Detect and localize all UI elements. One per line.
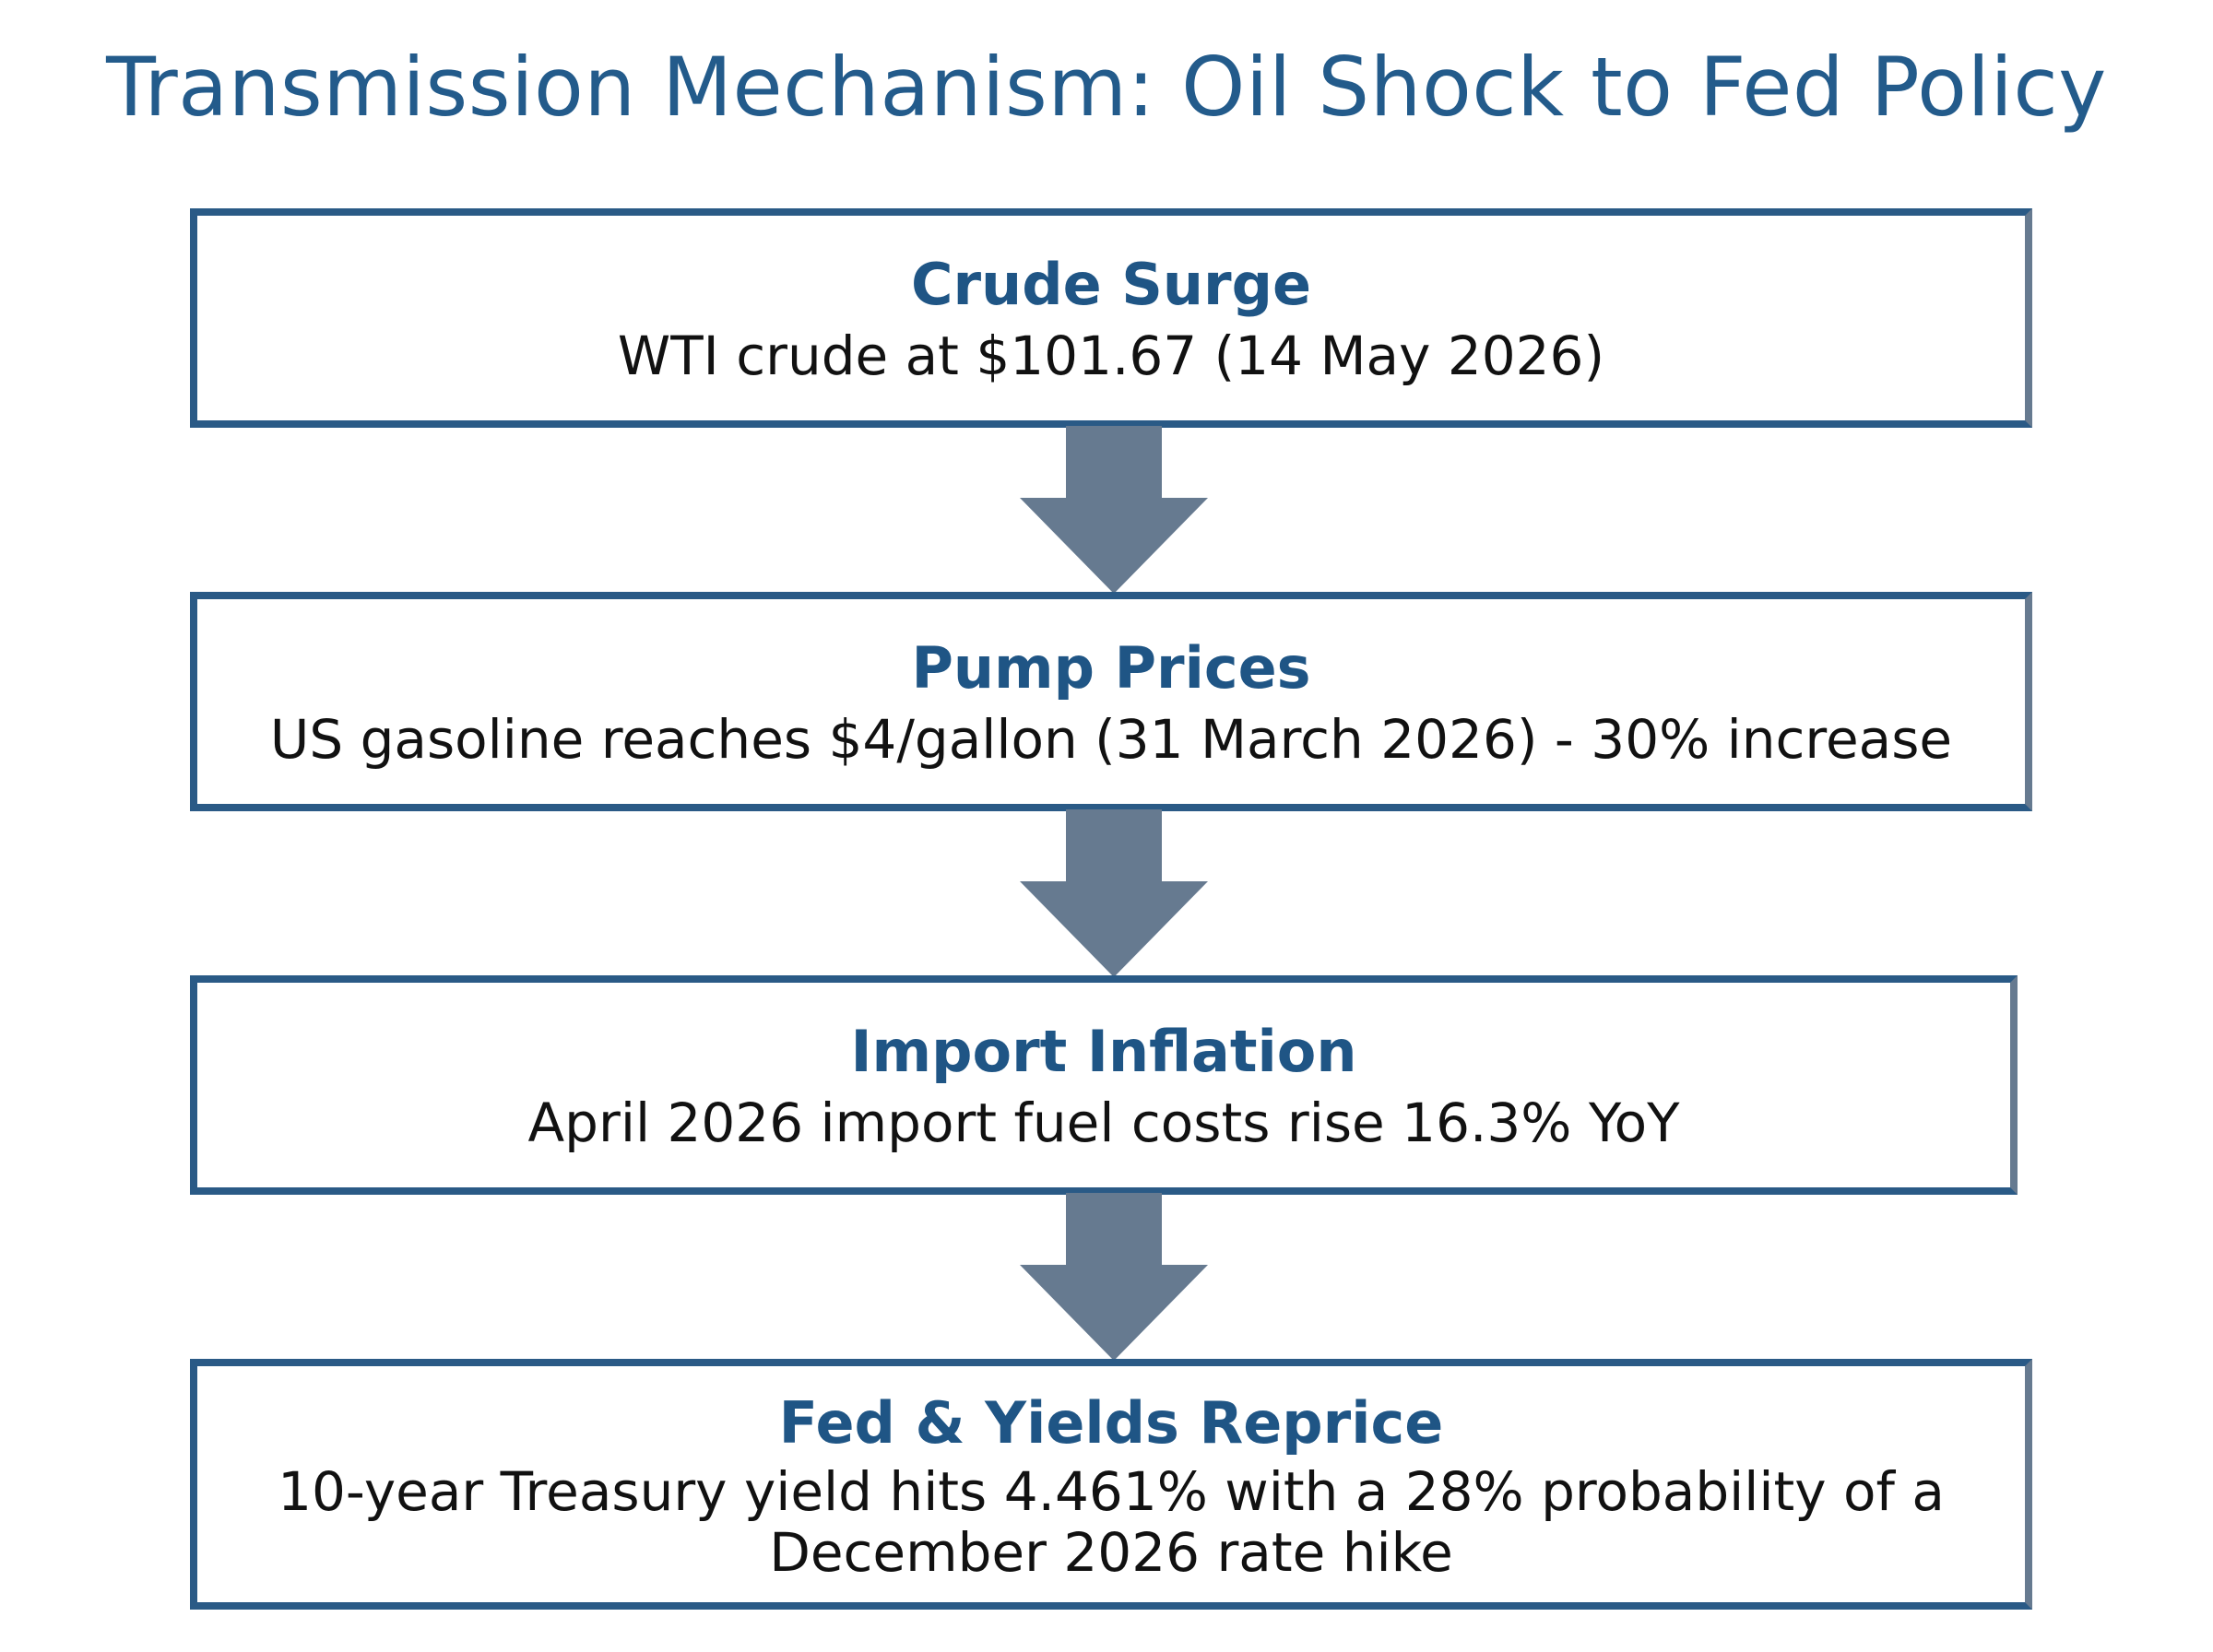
- step-box-fed-yields: Fed & Yields Reprice 10-year Treasury yi…: [190, 1359, 2032, 1610]
- diagram-title: Transmission Mechanism: Oil Shock to Fed…: [106, 40, 2107, 135]
- step-heading: Crude Surge: [910, 251, 1312, 318]
- step-heading: Pump Prices: [911, 634, 1311, 702]
- step-heading: Import Inflation: [850, 1018, 1357, 1085]
- step-box-pump-prices: Pump Prices US gasoline reaches $4/gallo…: [190, 592, 2032, 811]
- step-text: US gasoline reaches $4/gallon (31 March …: [269, 708, 1953, 771]
- step-box-crude-surge: Crude Surge WTI crude at $101.67 (14 May…: [190, 208, 2032, 428]
- down-arrow-icon: [1020, 809, 1208, 977]
- step-text: WTI crude at $101.67 (14 May 2026): [617, 324, 1605, 387]
- down-arrow-icon: [1020, 1193, 1208, 1361]
- step-text: April 2026 import fuel costs rise 16.3% …: [527, 1092, 1680, 1154]
- step-text: 10-year Treasury yield hits 4.461% with …: [278, 1460, 1945, 1584]
- step-box-import-inflation: Import Inflation April 2026 import fuel …: [190, 975, 2018, 1195]
- step-heading: Fed & Yields Reprice: [778, 1389, 1444, 1457]
- down-arrow-icon: [1020, 426, 1208, 594]
